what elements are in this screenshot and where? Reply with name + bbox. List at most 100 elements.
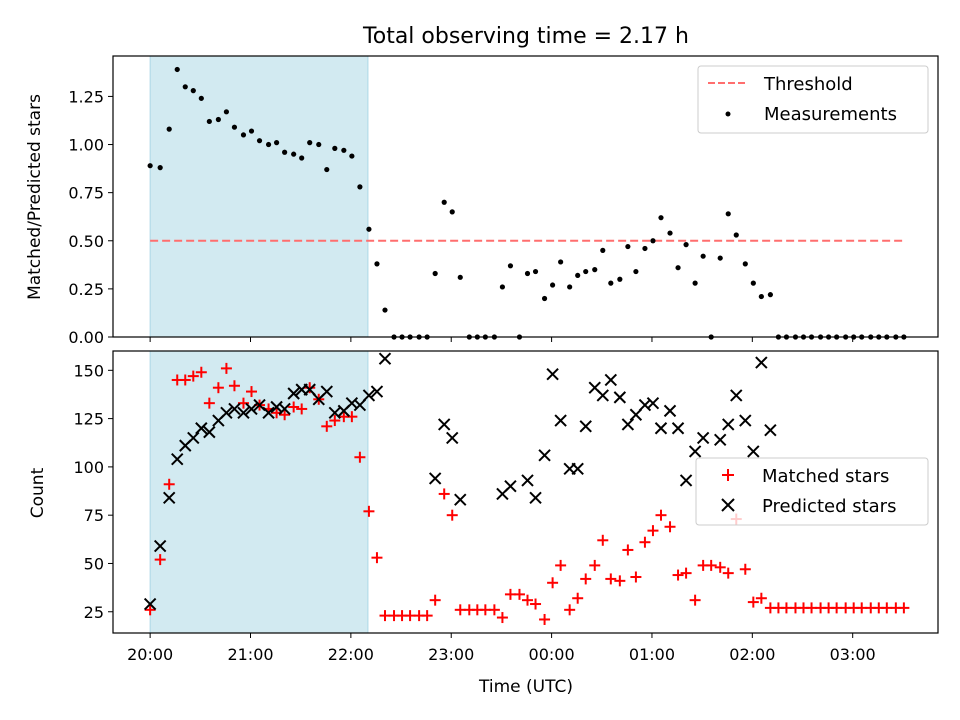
matched-star-marker xyxy=(296,403,308,415)
predicted-star-marker xyxy=(679,474,693,487)
predicted-star-marker xyxy=(629,408,643,421)
measurement-point xyxy=(198,95,204,101)
predicted-star-marker xyxy=(688,445,702,458)
figure-title: Total observing time = 2.17 h xyxy=(362,24,689,49)
top-legend-box xyxy=(697,65,929,134)
predicted-star-marker xyxy=(228,402,241,416)
matched-star-marker xyxy=(722,567,734,579)
measurement-point xyxy=(675,265,681,271)
matched-star-marker xyxy=(154,554,166,566)
measurement-point xyxy=(291,151,297,157)
matched-star-marker xyxy=(572,592,584,604)
measurement-point xyxy=(507,263,514,269)
predicted-star-marker xyxy=(696,431,710,445)
predicted-legend-label: Predicted stars xyxy=(762,496,896,517)
predicted-star-marker xyxy=(320,385,333,398)
matched-star-marker xyxy=(530,598,542,610)
matched-star-marker xyxy=(689,594,701,606)
top-y-tick-label: 0.50 xyxy=(68,232,104,251)
matched-star-marker xyxy=(655,509,667,521)
measurement-point xyxy=(215,116,221,123)
bottom-legend: Matched stars Predicted stars xyxy=(695,457,929,526)
measurement-point xyxy=(441,199,447,205)
matched-star-marker xyxy=(212,382,224,394)
matched-star-marker xyxy=(144,604,156,616)
measurement-point xyxy=(733,232,739,238)
measurement-point xyxy=(240,132,247,138)
measurement-point xyxy=(174,66,180,73)
matched-star-marker xyxy=(597,534,609,546)
matched-star-marker xyxy=(354,451,366,463)
predicted-star-marker xyxy=(245,402,258,416)
matched-star-marker xyxy=(680,567,692,579)
bottom-axes-frame xyxy=(112,350,939,634)
top-legend: Threshold Measurements xyxy=(697,65,929,134)
measurement-point xyxy=(157,165,163,171)
matched-star-marker xyxy=(589,559,601,571)
top-y-axis-label: Matched/Predicted stars xyxy=(25,94,45,300)
bottom-panel: 20:00 21:00 22:00 23:00 00:00 01:00 02:00 03:00… xyxy=(28,350,939,664)
matched-star-marker xyxy=(664,521,676,533)
matched-legend-label: Matched stars xyxy=(762,466,889,487)
measurement-point xyxy=(182,84,188,90)
x-axis-label: Time (UTC) xyxy=(478,677,573,697)
predicted-star-marker xyxy=(287,387,300,400)
predicted-star-marker xyxy=(428,472,442,485)
predicted-star-marker xyxy=(504,479,517,493)
matched-star-marker xyxy=(346,411,358,423)
predicted-star-marker xyxy=(143,597,157,611)
predicted-star-marker xyxy=(764,423,777,437)
matched-star-marker xyxy=(555,559,567,571)
predicted-star-marker xyxy=(203,425,216,439)
matched-star-marker xyxy=(438,488,450,500)
measurement-point xyxy=(382,307,388,313)
measurement-point xyxy=(499,284,506,290)
x-tick-label: 00:00 xyxy=(529,645,575,664)
predicted-star-marker xyxy=(613,391,627,404)
matched-star-marker xyxy=(705,559,717,571)
measurement-point xyxy=(256,138,263,144)
measurement-point xyxy=(541,295,548,302)
matched-star-marker xyxy=(672,569,684,581)
measurement-point xyxy=(190,88,196,94)
matched-star-marker xyxy=(446,509,458,521)
predicted-star-marker xyxy=(303,383,316,396)
predicted-star-marker xyxy=(370,385,384,398)
measurement-point xyxy=(592,267,598,273)
top-y-tick-label: 0.00 xyxy=(68,328,104,347)
measurement-point xyxy=(642,245,648,252)
measurement-point xyxy=(758,293,764,300)
matched-star-marker xyxy=(220,362,232,374)
measurement-point xyxy=(600,247,606,253)
measurement-point xyxy=(341,147,347,153)
measurement-point xyxy=(231,124,238,130)
predicted-star-marker xyxy=(714,433,727,447)
measurement-point xyxy=(265,141,272,148)
predicted-star-marker xyxy=(604,373,618,387)
measurement-point xyxy=(658,215,664,221)
measurement-point xyxy=(324,166,330,173)
x-tick-label: 03:00 xyxy=(830,645,876,664)
predicted-star-marker xyxy=(278,402,291,416)
measurement-point xyxy=(633,268,639,275)
predicted-star-marker xyxy=(663,404,677,418)
bot-y-tick-label: 25 xyxy=(84,603,104,622)
measurement-point xyxy=(532,268,539,275)
predicted-star-marker xyxy=(220,406,233,420)
bot-y-tick-label: 50 xyxy=(84,554,104,573)
measurement-point xyxy=(374,261,380,267)
matched-star-marker xyxy=(564,604,576,616)
matched-star-marker xyxy=(187,370,199,382)
matched-star-marker xyxy=(580,573,592,585)
matched-legend-swatch xyxy=(722,469,734,481)
predicted-star-marker xyxy=(353,398,367,412)
matched-star-marker xyxy=(496,612,508,624)
predicted-star-marker xyxy=(554,414,567,427)
top-y-tick-label: 0.25 xyxy=(68,280,104,299)
measurement-point xyxy=(206,118,212,125)
bot-y-tick-label: 125 xyxy=(73,410,104,429)
measurement-point xyxy=(457,274,463,280)
predicted-star-marker xyxy=(546,367,559,381)
matched-star-marker xyxy=(288,401,300,413)
predicted-star-marker xyxy=(446,431,459,445)
